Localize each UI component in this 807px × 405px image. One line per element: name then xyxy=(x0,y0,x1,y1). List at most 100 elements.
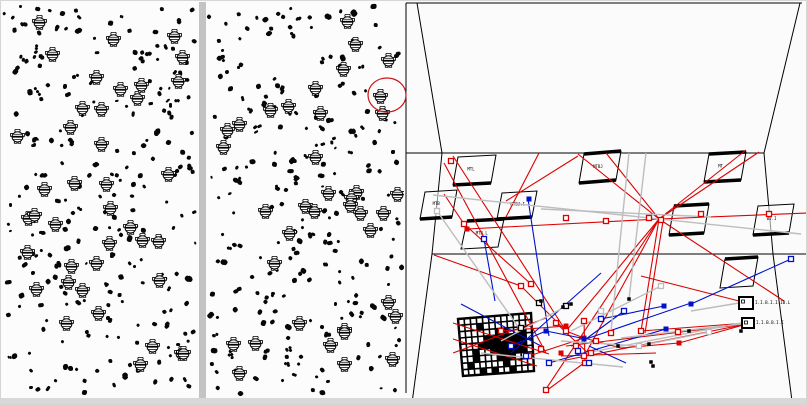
network-node-red[interactable] xyxy=(464,226,470,232)
network-node-red[interactable] xyxy=(558,350,564,356)
wall-panel-label: BJ.I xyxy=(767,216,777,221)
network-node-blue[interactable] xyxy=(507,342,515,350)
network-edge-red xyxy=(452,317,547,354)
network-edge-red xyxy=(452,322,550,355)
network-edge-red xyxy=(605,152,660,220)
network-edge-blue xyxy=(510,330,547,347)
network-node-blue[interactable] xyxy=(480,235,488,243)
network-node-red[interactable] xyxy=(645,214,653,222)
network-node-black[interactable] xyxy=(561,305,565,309)
wall-panel-bottom-edge xyxy=(752,231,790,237)
network-edge-red xyxy=(505,155,579,202)
network-node-blue[interactable] xyxy=(545,359,553,367)
food-dot xyxy=(62,83,67,89)
network-node-gray[interactable] xyxy=(705,328,713,336)
network-node-gray[interactable] xyxy=(657,282,665,290)
network-node-red[interactable] xyxy=(580,352,588,360)
arena-panel-right[interactable] xyxy=(206,2,404,399)
network-edge-blue xyxy=(585,310,625,340)
food-dot xyxy=(28,385,33,390)
network-node-red[interactable] xyxy=(587,349,595,357)
network-node-black[interactable] xyxy=(539,299,543,303)
network-node-red[interactable] xyxy=(537,345,545,353)
room-wireframe-line xyxy=(763,152,774,255)
network-node-red[interactable] xyxy=(542,386,550,394)
network-node-red[interactable] xyxy=(517,282,525,290)
network-node-blue[interactable] xyxy=(585,359,593,367)
network-node-red[interactable] xyxy=(497,327,505,335)
network-node-red[interactable] xyxy=(580,317,588,325)
network-node-black[interactable] xyxy=(535,299,543,307)
network-node-black[interactable] xyxy=(649,360,653,364)
wall-panel[interactable] xyxy=(719,256,759,289)
network-node-red[interactable] xyxy=(765,210,773,218)
network-edge-red xyxy=(658,218,785,302)
wall-panel-label: MTB xyxy=(433,201,441,206)
network-node-gray[interactable] xyxy=(433,207,441,215)
network-node-blue[interactable] xyxy=(597,315,605,323)
network-edge-red xyxy=(640,275,740,302)
network-node-black[interactable] xyxy=(739,329,743,333)
network-node-black[interactable] xyxy=(569,302,573,306)
network-node-red[interactable] xyxy=(697,210,705,218)
network-node-red[interactable] xyxy=(527,280,535,288)
network-node-red[interactable] xyxy=(552,319,560,327)
network-node-red[interactable] xyxy=(607,329,615,337)
station-label: I.I.B.B.I.I xyxy=(756,320,784,325)
network-edge-red xyxy=(658,212,806,220)
network-edge-red xyxy=(452,155,567,332)
network-node-blue[interactable] xyxy=(787,255,795,263)
network-node-blue[interactable] xyxy=(543,328,549,334)
network-node-red[interactable] xyxy=(447,157,455,165)
room-wireframe-line xyxy=(411,253,433,400)
network-edge-blue xyxy=(545,330,587,340)
network-node-red[interactable] xyxy=(562,327,570,335)
window-bottom-border xyxy=(1,398,806,404)
station-box[interactable] xyxy=(741,317,755,329)
network-edge-red xyxy=(658,149,747,220)
network-node-blue[interactable] xyxy=(522,352,530,360)
network-node-red[interactable] xyxy=(563,323,569,329)
network-edge-red xyxy=(505,152,540,218)
network-node-black[interactable] xyxy=(647,342,651,346)
network-node-red[interactable] xyxy=(637,327,645,335)
network-node-black[interactable] xyxy=(616,344,620,348)
network-edge-red xyxy=(452,338,538,367)
arena-panel-left[interactable] xyxy=(2,2,199,399)
network-node-gray[interactable] xyxy=(597,307,605,315)
network-edge-red xyxy=(577,153,660,220)
network-node-red[interactable] xyxy=(657,216,665,224)
network-edge-red xyxy=(463,223,532,285)
network-node-black[interactable] xyxy=(651,364,655,368)
network-node-red[interactable] xyxy=(674,328,682,336)
network-node-blue[interactable] xyxy=(574,347,582,355)
network-node-red[interactable] xyxy=(592,337,600,345)
room-wireframe-line xyxy=(772,253,793,400)
network-edge-blue xyxy=(527,198,550,337)
station-glyph xyxy=(741,299,745,304)
network-edge-blue xyxy=(585,302,692,340)
network-node-red[interactable] xyxy=(602,217,610,225)
wall-panel-top-edge xyxy=(466,217,505,223)
network-node-black[interactable] xyxy=(627,297,631,301)
wall-panel-top-edge xyxy=(708,150,747,156)
network-node-black[interactable] xyxy=(687,329,691,333)
network-node-blue[interactable] xyxy=(620,307,628,315)
network-node-red[interactable] xyxy=(562,214,570,222)
network-node-red[interactable] xyxy=(676,340,682,346)
panel-divider[interactable] xyxy=(199,2,206,399)
network-node-blue[interactable] xyxy=(661,303,667,309)
network-node-blue[interactable] xyxy=(526,196,532,202)
network-node-black[interactable] xyxy=(517,324,525,332)
network-node-blue[interactable] xyxy=(581,336,587,342)
network-node-gray[interactable] xyxy=(635,342,643,350)
network-node-red[interactable] xyxy=(460,220,468,228)
network-edge-red xyxy=(565,218,660,332)
network-edge-gray xyxy=(436,210,522,332)
network-node-blue[interactable] xyxy=(663,326,669,332)
network-node-red[interactable] xyxy=(572,342,580,350)
arena-view xyxy=(2,2,404,399)
station-box[interactable] xyxy=(738,296,754,310)
network-node-blue[interactable] xyxy=(688,301,694,307)
